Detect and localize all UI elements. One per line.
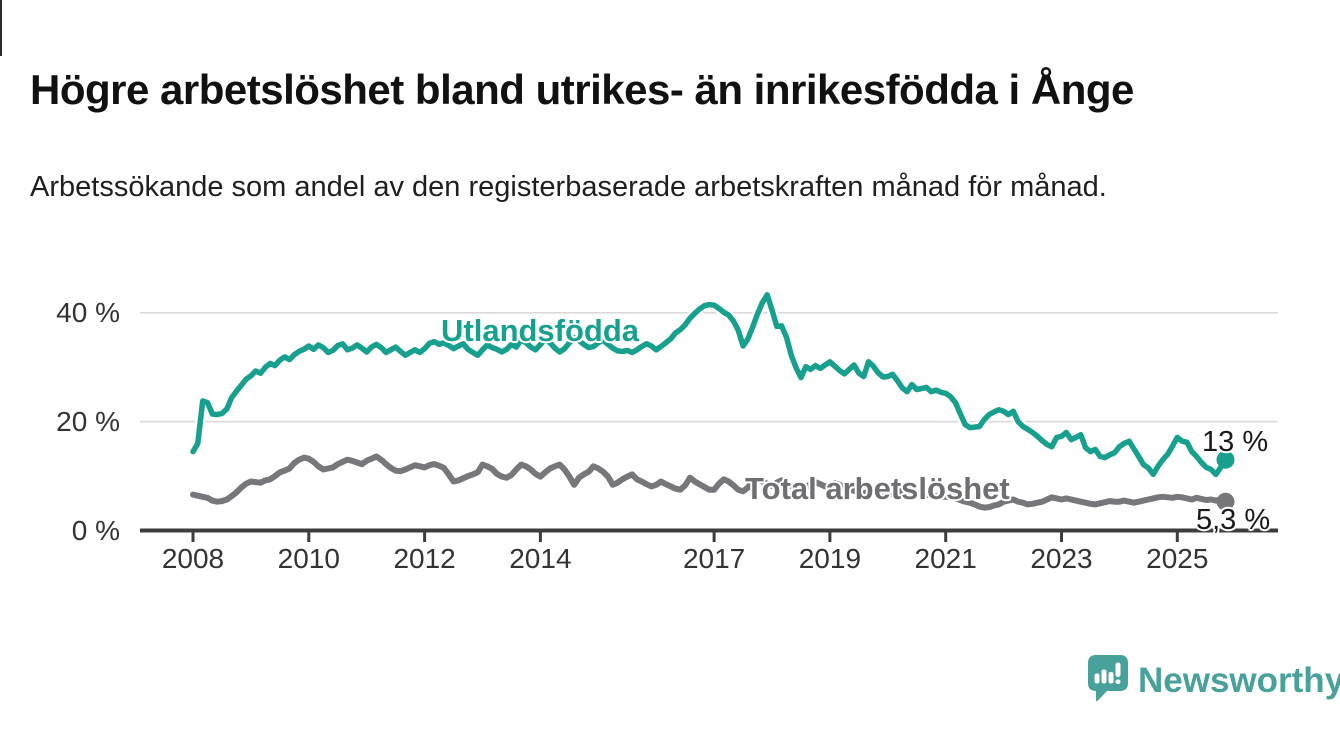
- x-axis-tick-label: 2025: [1146, 543, 1209, 574]
- x-axis-tick-label: 2008: [161, 543, 225, 574]
- logo-wordmark: Newsworthy: [1138, 661, 1340, 700]
- end-value-label-total: 5,3 %: [1196, 504, 1271, 536]
- series-line-utlandsfodda: [190, 292, 1229, 478]
- series-line-halo: [188, 289, 1231, 480]
- y-axis-tick-label: 40 %: [56, 296, 120, 328]
- y-axis-tick-label: 20 %: [56, 405, 120, 437]
- bar-chart-speech-bubble-icon: [1088, 655, 1128, 702]
- x-axis-tick-label: 2021: [914, 543, 977, 574]
- series-end-dot-total: [1216, 492, 1235, 511]
- page-title: Högre arbetslöshet bland utrikes- än inr…: [30, 66, 1134, 114]
- x-axis-tick-label: 2023: [1030, 543, 1093, 574]
- x-axis-tick-label: 2017: [682, 543, 746, 574]
- series-label-total-arbetsloshet: Total arbetslöshet: [745, 471, 1010, 506]
- x-axis-tick-label: 2012: [393, 543, 456, 574]
- screen-edge-artifact: [0, 0, 2, 56]
- series-line-total: [190, 453, 1229, 511]
- x-axis-tick-label: 2014: [509, 543, 572, 574]
- series-label-utlandsfodda: Utlandsfödda: [441, 313, 640, 348]
- chart-subtitle: Arbetssökande som andel av den registerb…: [30, 171, 1107, 203]
- x-axis-tick-label: 2019: [798, 543, 862, 574]
- y-axis-tick-label: 0 %: [71, 514, 120, 546]
- x-axis-tick-label: 2010: [277, 543, 340, 574]
- end-value-label-utlandsfodda: 13 %: [1202, 426, 1269, 458]
- newsworthy-logo: Newsworthy: [1088, 655, 1340, 707]
- series-end-dot-utlandsfodda: [1216, 450, 1235, 469]
